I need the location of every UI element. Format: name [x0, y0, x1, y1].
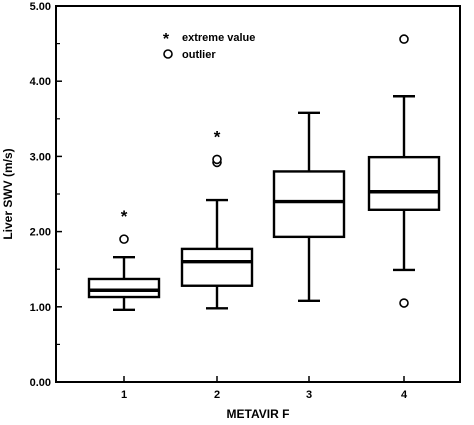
y-axis-title: Liver SWV (m/s) — [1, 148, 15, 239]
box-series: ** — [87, 34, 441, 312]
box-group-1: * — [87, 207, 161, 312]
x-axis-title: METAVIR F — [227, 407, 290, 421]
iqr-box-4 — [367, 155, 441, 211]
x-tick-label-2: 2 — [214, 389, 220, 401]
box-group-3 — [272, 111, 346, 302]
x-tick-label-3: 3 — [306, 389, 312, 401]
iqr-box-1 — [87, 277, 161, 299]
x-tick-label-4: 4 — [401, 389, 408, 401]
y-tick-label-2: 2.00 — [30, 227, 51, 239]
y-tick-label-5: 5.00 — [30, 1, 51, 13]
x-tick-label-1: 1 — [121, 389, 127, 401]
y-axis: 0.00 1.00 2.00 3.00 4.00 5.00 — [30, 1, 62, 389]
iqr-box-3 — [272, 170, 346, 239]
iqr-box-2 — [180, 247, 254, 287]
legend-extreme-label: extreme value — [182, 32, 255, 44]
y-tick-label-1: 1.00 — [30, 302, 51, 314]
legend-extreme-symbol: * — [163, 31, 170, 48]
outlier-point-1-0 — [119, 234, 129, 244]
y-tick-label-3: 3.00 — [30, 151, 51, 163]
legend-outlier-label: outlier — [182, 49, 216, 61]
extreme-point-2-0: * — [214, 127, 221, 146]
outlier-point-2-1 — [212, 154, 222, 165]
outlier-point-4-0 — [399, 298, 409, 308]
y-tick-label-4: 4.00 — [30, 76, 51, 88]
outlier-point-4-1 — [399, 34, 409, 44]
x-axis: 1 2 3 4 — [121, 376, 408, 401]
legend-outlier-symbol — [163, 49, 173, 59]
legend: * extreme value outlier — [163, 31, 256, 61]
box-group-2: * — [180, 127, 254, 310]
box-group-4 — [367, 34, 441, 308]
extreme-point-1-0: * — [121, 207, 128, 226]
y-tick-label-0: 0.00 — [30, 377, 51, 389]
